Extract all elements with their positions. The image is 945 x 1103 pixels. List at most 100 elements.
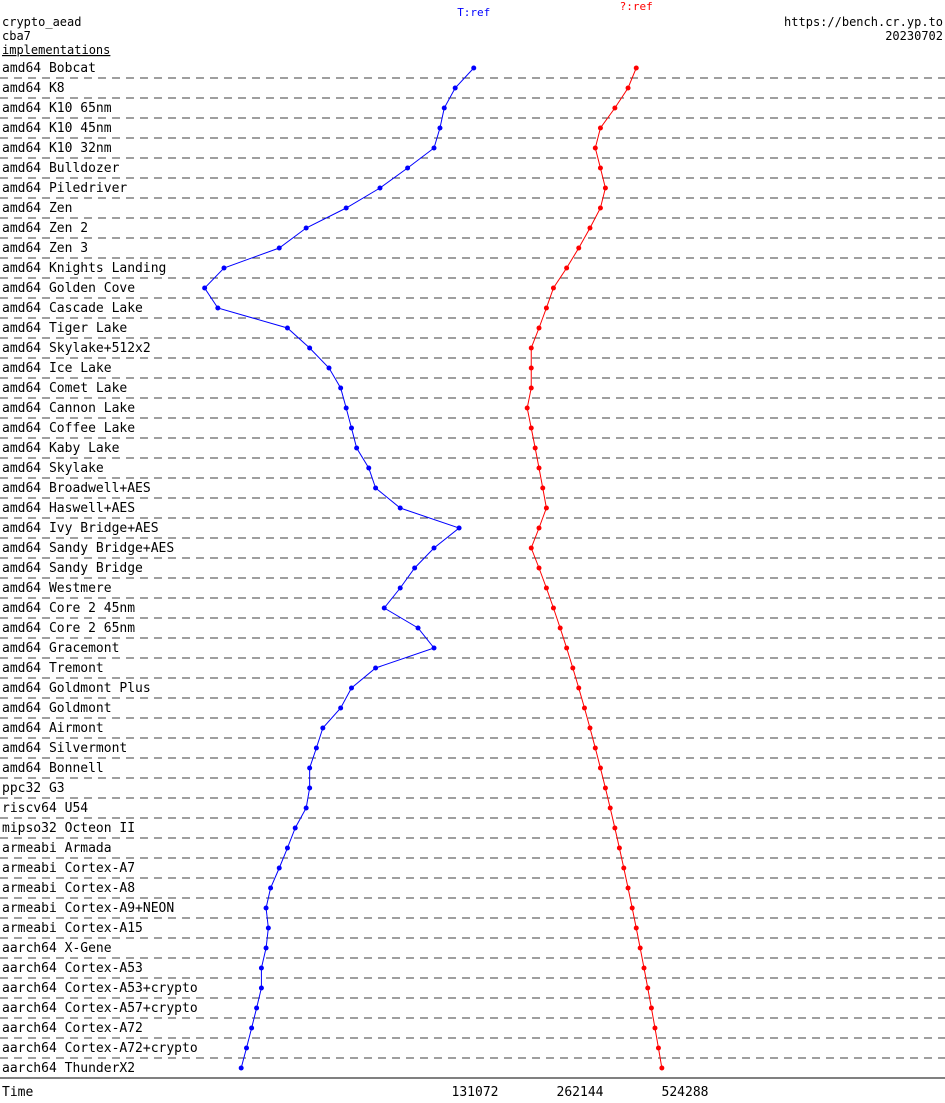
point-qref <box>655 1045 661 1051</box>
point-qref <box>607 805 613 811</box>
header-line3: implementations <box>2 43 110 57</box>
category-label: amd64 Tiger Lake <box>2 321 127 336</box>
category-label: amd64 Bonnell <box>2 761 104 776</box>
point-qref <box>536 525 542 531</box>
point-qref <box>602 185 608 191</box>
header-line2: cba7 <box>2 29 31 43</box>
point-tref <box>258 965 264 971</box>
category-label: amd64 Knights Landing <box>2 261 166 276</box>
category-labels: amd64 Bobcat amd64 K8 amd64 K10 65nm amd64 … <box>2 61 198 1076</box>
category-label: riscv64 U54 <box>2 801 88 816</box>
category-label: aarch64 ThunderX2 <box>2 1061 135 1076</box>
point-tref <box>268 885 274 891</box>
point-tref <box>343 405 349 411</box>
point-qref <box>633 65 639 71</box>
point-qref <box>528 545 534 551</box>
category-label: amd64 Silvermont <box>2 741 127 756</box>
point-qref <box>597 165 603 171</box>
point-qref <box>576 245 582 251</box>
point-tref <box>405 165 411 171</box>
x-tick-label: 524288 <box>662 1085 709 1100</box>
category-label: amd64 Westmere <box>2 581 112 596</box>
point-qref <box>543 305 549 311</box>
point-tref <box>471 65 477 71</box>
category-label: amd64 Zen 3 <box>2 241 88 256</box>
point-qref <box>570 665 576 671</box>
category-label: amd64 Kaby Lake <box>2 441 120 456</box>
point-qref <box>581 705 587 711</box>
category-label: amd64 Bulldozer <box>2 161 120 176</box>
category-label: amd64 Tremont <box>2 661 104 676</box>
point-tref <box>343 205 349 211</box>
point-qref <box>597 765 603 771</box>
point-tref <box>431 145 437 151</box>
point-qref <box>536 565 542 571</box>
point-qref <box>612 825 618 831</box>
point-tref <box>326 365 332 371</box>
point-qref <box>528 425 534 431</box>
point-tref <box>276 245 282 251</box>
category-label: amd64 K10 32nm <box>2 141 112 156</box>
category-label: amd64 Cannon Lake <box>2 401 135 416</box>
point-tref <box>377 185 383 191</box>
category-label: armeabi Cortex-A8 <box>2 881 135 896</box>
point-tref <box>354 445 360 451</box>
category-label: armeabi Cortex-A9+NEON <box>2 901 174 916</box>
point-tref <box>431 545 437 551</box>
category-label: amd64 Zen <box>2 201 72 216</box>
category-label: armeabi Cortex-A7 <box>2 861 135 876</box>
point-tref <box>412 565 418 571</box>
point-tref <box>243 1045 249 1051</box>
category-label: amd64 Coffee Lake <box>2 421 135 436</box>
series-label-tref: T:ref <box>457 6 490 19</box>
category-label: amd64 Skylake <box>2 461 104 476</box>
point-tref <box>397 505 403 511</box>
point-qref <box>540 485 546 491</box>
header-date: 20230702 <box>885 29 943 43</box>
category-label: amd64 Broadwell+AES <box>2 481 151 496</box>
point-tref <box>284 845 290 851</box>
point-qref <box>528 365 534 371</box>
point-tref <box>366 465 372 471</box>
point-tref <box>456 525 462 531</box>
point-tref <box>415 625 421 631</box>
category-label: aarch64 X-Gene <box>2 941 112 956</box>
category-label: amd64 Piledriver <box>2 181 127 196</box>
point-tref <box>338 385 344 391</box>
header: crypto_aead cba7 implementations https:/… <box>2 15 943 57</box>
x-axis-label: Time <box>2 1085 33 1100</box>
x-axis: Time 131072 262144 524288 <box>2 1085 708 1100</box>
series-layer: T:ref ?:ref <box>202 0 665 1071</box>
point-qref <box>528 345 534 351</box>
point-tref <box>263 945 269 951</box>
point-tref <box>307 345 313 351</box>
point-qref <box>587 725 593 731</box>
category-label: amd64 Goldmont <box>2 701 112 716</box>
category-label: amd64 Sandy Bridge <box>2 561 143 576</box>
point-tref <box>238 1065 244 1071</box>
category-label: amd64 Haswell+AES <box>2 501 135 516</box>
point-tref <box>437 125 443 131</box>
point-tref <box>202 285 208 291</box>
category-label: amd64 K10 45nm <box>2 121 112 136</box>
point-tref <box>307 785 313 791</box>
point-qref <box>616 845 622 851</box>
point-tref <box>303 805 309 811</box>
point-qref <box>532 445 538 451</box>
point-tref <box>338 705 344 711</box>
point-qref <box>543 585 549 591</box>
x-tick-label: 262144 <box>557 1085 604 1100</box>
point-qref <box>592 745 598 751</box>
category-label: amd64 Ice Lake <box>2 361 112 376</box>
point-qref <box>659 1065 665 1071</box>
point-qref <box>564 265 570 271</box>
category-label: amd64 Cascade Lake <box>2 301 143 316</box>
category-label: amd64 Gracemont <box>2 641 119 656</box>
point-qref <box>536 465 542 471</box>
point-qref <box>592 145 598 151</box>
point-tref <box>276 865 282 871</box>
point-qref <box>564 645 570 651</box>
category-label: amd64 Comet Lake <box>2 381 127 396</box>
category-label: armeabi Cortex-A15 <box>2 921 143 936</box>
